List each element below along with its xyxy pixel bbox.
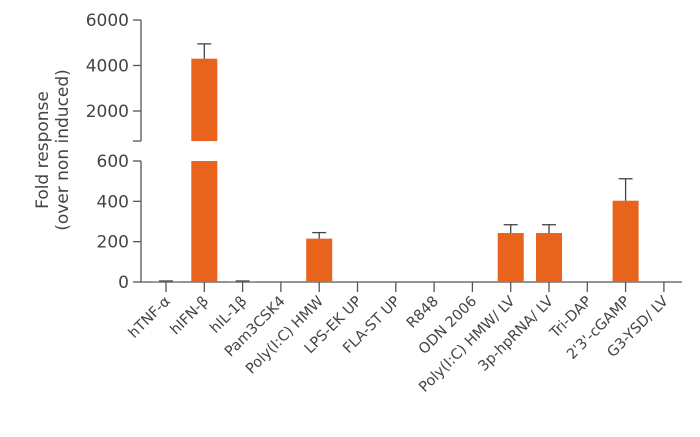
y-tick-label: 200 — [97, 233, 129, 253]
y-tick-label: 600 — [97, 152, 129, 172]
y-axis-label: Fold response (over non induced) — [33, 69, 73, 231]
bar — [306, 238, 333, 282]
y-tick-label: 0 — [118, 273, 129, 293]
bar — [497, 232, 524, 282]
bar — [536, 232, 562, 282]
y-tick-label: 2000 — [86, 102, 129, 122]
bar-lower — [191, 161, 218, 282]
x-category-label: hTNF-α — [126, 294, 174, 342]
x-category-label: hIFN-β — [167, 294, 212, 339]
bar — [229, 281, 256, 282]
bar-upper — [191, 58, 218, 142]
bar — [612, 200, 639, 282]
y-tick-label: 400 — [97, 192, 129, 212]
y-tick-label: 4000 — [86, 57, 129, 77]
y-tick-label: 6000 — [86, 11, 129, 31]
bar — [153, 281, 179, 282]
y-axis-label-line2: (over non induced) — [53, 69, 73, 231]
y-axis-label-line1: Fold response — [33, 91, 53, 209]
